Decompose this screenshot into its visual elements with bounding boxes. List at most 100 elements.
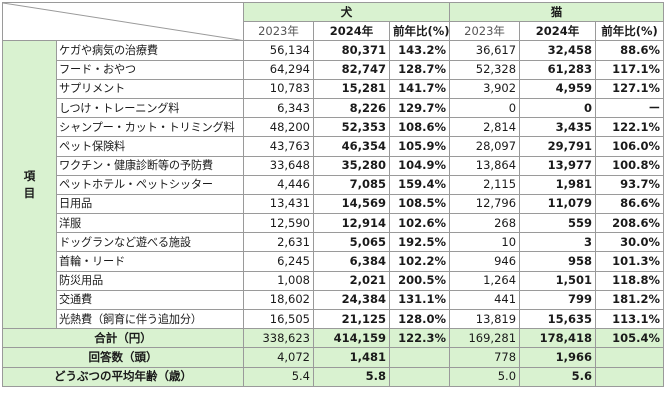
dog-2024-cell: 35,280 <box>313 155 390 176</box>
table-row: 交通費 18,602 24,384 131.1% 441 799 181.2% <box>3 289 665 311</box>
table-row: 洋服 12,590 12,914 102.6% 268 559 208.6% <box>3 213 665 234</box>
dog-ratio-cell: 105.9% <box>388 136 451 157</box>
dog-ratio-cell: 128.0% <box>388 308 451 330</box>
cat-ratio-cell: 113.1% <box>595 308 665 330</box>
cat-ratio-cell: 86.6% <box>595 193 665 215</box>
table-row: サプリメント 10,783 15,281 141.7% 3,902 4,959 127.1% <box>3 78 665 99</box>
avg-age-dog-2023: 5.4 <box>243 366 314 387</box>
col-header-cat-ratio: 前年比(%) <box>595 21 665 42</box>
col-header-dog-2024: 2024年 <box>313 21 390 42</box>
corner-cell <box>2 1 244 42</box>
dog-2024-cell: 5,065 <box>313 232 390 253</box>
cat-2024-cell: 0 <box>519 97 597 119</box>
items-side-header: 項 目 <box>2 40 57 330</box>
row-label: 防災用品 <box>56 270 244 291</box>
dog-2024-cell: 8,226 <box>313 97 390 119</box>
row-label: フード・おやつ <box>56 59 244 80</box>
table-row: フード・おやつ 64,294 82,747 128.7% 52,328 61,283 117… <box>3 59 665 80</box>
row-label: シャンプー・カット・トリミング料 <box>56 117 244 138</box>
col-header-cat-2023: 2023年 <box>449 21 521 42</box>
dog-ratio-cell: 102.6% <box>388 213 451 234</box>
row-label: しつけ・トレーニング料 <box>56 97 244 119</box>
cat-2024-cell: 29,791 <box>519 136 597 157</box>
table-row: ワクチン・健康診断等の予防費 33,648 35,280 104.9% 13,864 13… <box>3 155 665 176</box>
table-row: しつけ・トレーニング料 6,343 8,226 129.7% 0 0 ー <box>3 97 665 119</box>
table-row: シャンプー・カット・トリミング料 48,200 52,353 108.6% 2,814 3… <box>3 117 665 138</box>
total-row: 合計（円） 338,623 414,159 122.3% 169,281 178… <box>2 328 665 349</box>
dog-ratio-cell: 143.2% <box>388 40 451 61</box>
total-cat-2024: 178,418 <box>519 328 597 349</box>
cat-2023-cell: 2,115 <box>449 174 521 195</box>
row-label: ペットホテル・ペットシッター <box>56 174 244 195</box>
row-label: 日用品 <box>56 193 244 215</box>
table-row: 首輪・リード 6,245 6,384 102.2% 946 958 101.3% <box>3 251 665 272</box>
cat-2024-cell: 799 <box>519 289 597 311</box>
dog-ratio-cell: 129.7% <box>388 97 451 119</box>
cat-2024-cell: 1,501 <box>519 270 597 291</box>
cat-2024-cell: 958 <box>519 251 597 272</box>
row-label: ワクチン・健康診断等の予防費 <box>56 155 244 176</box>
avg-age-dog-ratio-empty <box>388 366 451 387</box>
cat-2023-cell: 28,097 <box>449 136 521 157</box>
dog-ratio-cell: 108.6% <box>388 117 451 138</box>
dog-2024-cell: 2,021 <box>313 270 390 291</box>
cat-ratio-cell: 117.1% <box>595 59 665 80</box>
dog-2024-cell: 82,747 <box>313 59 390 80</box>
avg-age-row: どうぶつの平均年齢（歳） 5.4 5.8 5.0 5.6 <box>2 366 665 387</box>
cat-2024-cell: 61,283 <box>519 59 597 80</box>
dog-ratio-cell: 141.7% <box>388 78 451 99</box>
dog-2024-cell: 7,085 <box>313 174 390 195</box>
respondents-dog-2024: 1,481 <box>313 347 390 368</box>
cat-2024-cell: 559 <box>519 213 597 234</box>
cat-2024-cell: 1,981 <box>519 174 597 195</box>
dog-2023-cell: 2,631 <box>243 232 314 253</box>
cat-ratio-cell: 88.6% <box>595 40 665 61</box>
cat-2023-cell: 946 <box>449 251 521 272</box>
respondents-row: 回答数（頭） 4,072 1,481 778 1,966 <box>2 347 665 368</box>
cat-ratio-cell: 101.3% <box>595 251 665 272</box>
dog-2024-cell: 12,914 <box>313 213 390 234</box>
dog-2023-cell: 1,008 <box>243 270 314 291</box>
dog-2023-cell: 4,446 <box>243 174 314 195</box>
cat-2024-cell: 15,635 <box>519 308 597 330</box>
cat-ratio-cell: 127.1% <box>595 78 665 99</box>
row-label: ペット保険料 <box>56 136 244 157</box>
cat-2023-cell: 12,796 <box>449 193 521 215</box>
table-row: 防災用品 1,008 2,021 200.5% 1,264 1,501 118.8% <box>3 270 665 291</box>
dog-2023-cell: 33,648 <box>243 155 314 176</box>
cat-2023-cell: 441 <box>449 289 521 311</box>
cat-2024-cell: 11,079 <box>519 193 597 215</box>
dog-2024-cell: 6,384 <box>313 251 390 272</box>
dog-2023-cell: 10,783 <box>243 78 314 99</box>
dog-2024-cell: 14,569 <box>313 193 390 215</box>
dog-2023-cell: 48,200 <box>243 117 314 138</box>
table-wrapper: 犬 猫 2023年 2024年 前年比(%) 2023年 2024年 前年比(%… <box>2 1 665 387</box>
cat-2023-cell: 1,264 <box>449 270 521 291</box>
dog-2024-cell: 46,354 <box>313 136 390 157</box>
group-header-cat: 猫 <box>449 1 665 23</box>
respondents-label: 回答数（頭） <box>2 347 244 368</box>
dog-2024-cell: 52,353 <box>313 117 390 138</box>
row-label: 洋服 <box>56 213 244 234</box>
dog-2023-cell: 13,431 <box>243 193 314 215</box>
cat-ratio-cell: 208.6% <box>595 213 665 234</box>
total-dog-2024: 414,159 <box>313 328 390 349</box>
pet-expense-table: 犬 猫 2023年 2024年 前年比(%) 2023年 2024年 前年比(%… <box>2 1 665 387</box>
cat-2023-cell: 10 <box>449 232 521 253</box>
cat-2024-cell: 3 <box>519 232 597 253</box>
cat-2023-cell: 13,819 <box>449 308 521 330</box>
dog-ratio-cell: 131.1% <box>388 289 451 311</box>
col-header-dog-ratio: 前年比(%) <box>388 21 451 42</box>
avg-age-cat-2024: 5.6 <box>519 366 597 387</box>
cat-ratio-cell: 100.8% <box>595 155 665 176</box>
respondents-cat-2023: 778 <box>449 347 521 368</box>
cat-ratio-cell: ー <box>595 97 665 119</box>
dog-2023-cell: 43,763 <box>243 136 314 157</box>
cat-2024-cell: 3,435 <box>519 117 597 138</box>
cat-2023-cell: 0 <box>449 97 521 119</box>
table-row: ドッグランなど遊べる施設 2,631 5,065 192.5% 10 3 30.0% <box>3 232 665 253</box>
respondents-cat-2024: 1,966 <box>519 347 597 368</box>
cat-ratio-cell: 106.0% <box>595 136 665 157</box>
dog-ratio-cell: 128.7% <box>388 59 451 80</box>
dog-ratio-cell: 102.2% <box>388 251 451 272</box>
